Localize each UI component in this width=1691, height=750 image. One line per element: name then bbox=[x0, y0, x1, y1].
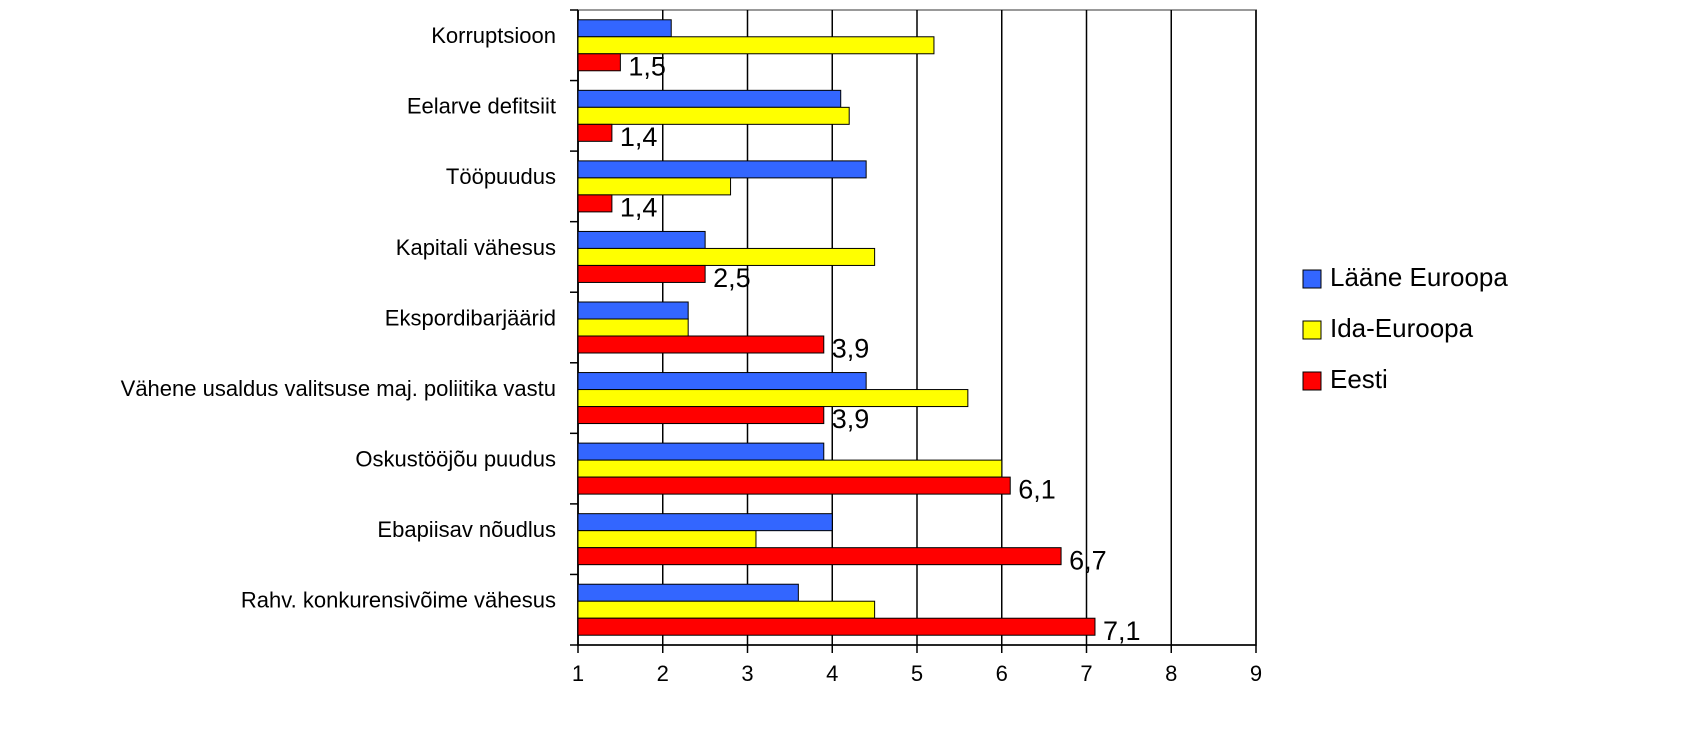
x-tick-label: 6 bbox=[996, 661, 1008, 686]
y-tick-label: Vähene usaldus valitsuse maj. poliitika … bbox=[121, 376, 556, 401]
data-label: 1,5 bbox=[628, 51, 666, 81]
x-tick-label: 5 bbox=[911, 661, 923, 686]
data-label: 1,4 bbox=[620, 122, 658, 152]
bar bbox=[577, 89, 842, 108]
legend-swatch bbox=[1302, 371, 1322, 391]
bar bbox=[577, 476, 1011, 495]
bar bbox=[577, 406, 825, 425]
legend-label: Ida-Euroopa bbox=[1330, 313, 1474, 343]
x-tick-label: 4 bbox=[826, 661, 838, 686]
x-tick-label: 2 bbox=[657, 661, 669, 686]
data-label: 3,9 bbox=[832, 334, 870, 364]
x-tick-label: 7 bbox=[1080, 661, 1092, 686]
bar bbox=[577, 230, 706, 249]
y-tick-label: Ekspordibarjäärid bbox=[385, 305, 556, 330]
data-label: 3,9 bbox=[832, 404, 870, 434]
bar bbox=[577, 617, 1096, 636]
data-label: 2,5 bbox=[713, 263, 751, 293]
y-tick-label: Kapitali vähesus bbox=[396, 235, 556, 260]
bar bbox=[577, 106, 850, 125]
y-tick-label: Eelarve defitsiit bbox=[407, 94, 556, 119]
bar bbox=[577, 442, 825, 461]
bar bbox=[577, 247, 876, 266]
y-tick-label: Korruptsioon bbox=[431, 23, 556, 48]
legend-label: Eesti bbox=[1330, 364, 1388, 394]
x-tick-label: 9 bbox=[1250, 661, 1262, 686]
data-label: 1,4 bbox=[620, 193, 658, 223]
bar bbox=[577, 53, 621, 72]
bar bbox=[577, 459, 1003, 478]
bar bbox=[577, 530, 757, 549]
y-tick-label: Tööpuudus bbox=[446, 164, 556, 189]
bar bbox=[577, 513, 833, 532]
bar bbox=[577, 177, 732, 196]
data-label: 6,1 bbox=[1018, 475, 1056, 505]
y-tick-label: Ebapiisav nõudlus bbox=[377, 517, 556, 542]
bar bbox=[577, 123, 613, 142]
data-label: 7,1 bbox=[1103, 616, 1141, 646]
bar bbox=[577, 264, 706, 283]
x-tick-label: 1 bbox=[572, 661, 584, 686]
data-label: 6,7 bbox=[1069, 545, 1107, 575]
bar bbox=[577, 318, 689, 337]
x-tick-label: 3 bbox=[741, 661, 753, 686]
bar bbox=[577, 372, 867, 391]
legend-label: Lääne Euroopa bbox=[1330, 262, 1508, 292]
bar bbox=[577, 301, 689, 320]
bar bbox=[577, 547, 1062, 566]
bar bbox=[577, 36, 935, 55]
bar bbox=[577, 194, 613, 213]
bar bbox=[577, 19, 672, 38]
legend-swatch bbox=[1302, 320, 1322, 340]
bar bbox=[577, 600, 876, 619]
bar bbox=[577, 160, 867, 179]
y-tick-label: Rahv. konkurensivõime vähesus bbox=[241, 588, 556, 613]
y-tick-label: Oskustööjõu puudus bbox=[355, 446, 556, 471]
legend-swatch bbox=[1302, 269, 1322, 289]
bar bbox=[577, 583, 799, 602]
bar bbox=[577, 335, 825, 354]
x-tick-label: 8 bbox=[1165, 661, 1177, 686]
bar bbox=[577, 389, 969, 408]
